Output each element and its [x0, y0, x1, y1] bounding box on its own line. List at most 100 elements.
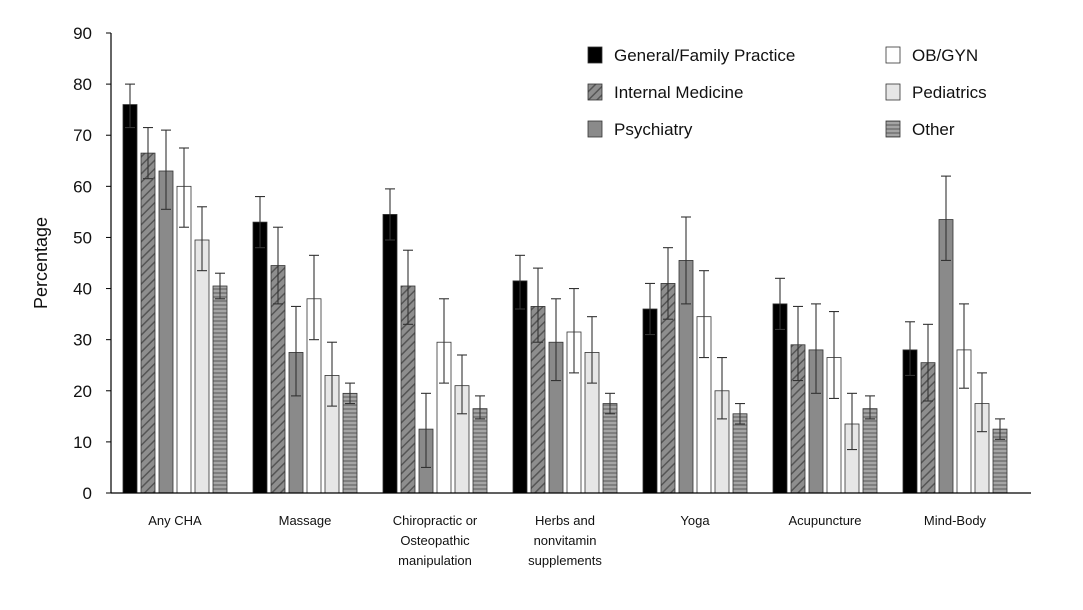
error-bar: [255, 196, 265, 249]
error-bar: [811, 303, 821, 394]
error-bar: [775, 277, 785, 330]
category-label: Chiropractic or Osteopathic manipulation: [393, 513, 478, 568]
error-bar: [959, 303, 969, 389]
bar: [252, 221, 268, 494]
error-bar: [533, 267, 543, 343]
error-bar: [161, 129, 171, 210]
bar: [472, 408, 488, 494]
y-tick-label: 50: [73, 228, 92, 247]
error-bar: [941, 175, 951, 261]
legend-swatch: [885, 120, 901, 138]
legend-item: Internal Medicine: [587, 83, 743, 102]
bar: [732, 413, 748, 494]
y-tick-label: 0: [83, 484, 92, 503]
error-bar: [551, 298, 561, 382]
error-bar: [385, 188, 395, 241]
legend-label: Psychiatry: [614, 120, 693, 139]
error-bar: [587, 316, 597, 384]
error-bar: [457, 354, 467, 415]
category-label: Any CHA: [148, 513, 202, 528]
error-bar: [273, 226, 283, 305]
error-bar: [793, 305, 803, 382]
category-label-line: Chiropractic or: [393, 513, 478, 528]
bar: [512, 280, 528, 494]
category-label-line: Acupuncture: [789, 513, 862, 528]
legend-swatch: [587, 46, 603, 64]
category-label: Herbs and nonvitamin supplements: [528, 513, 602, 568]
error-bar: [515, 254, 525, 310]
bar: [158, 170, 174, 494]
error-bar: [403, 249, 413, 325]
error-bars-layer: [125, 83, 1005, 468]
y-tick-label: 70: [73, 126, 92, 145]
legend-swatch: [587, 120, 603, 138]
category-label: Yoga: [680, 513, 710, 528]
legend: General/Family Practice Internal Medicine…: [587, 46, 987, 139]
error-bar: [197, 206, 207, 272]
category-label: Mind-Body: [924, 513, 987, 528]
bar: [862, 408, 878, 494]
y-tick-label: 40: [73, 280, 92, 299]
category-label-line: nonvitamin: [534, 533, 597, 548]
legend-item: Psychiatry: [587, 120, 693, 139]
error-bar: [143, 127, 153, 180]
category-label-line: Osteopathic: [400, 533, 470, 548]
legend-label: OB/GYN: [912, 46, 978, 65]
category-label-line: Herbs and: [535, 513, 595, 528]
bar: [642, 308, 658, 494]
error-bar: [923, 323, 933, 402]
legend-item: General/Family Practice: [587, 46, 795, 65]
y-tick-label: 60: [73, 177, 92, 196]
y-tick-label: 10: [73, 433, 92, 452]
error-bar: [309, 254, 319, 341]
error-bar: [645, 282, 655, 336]
error-bar: [569, 288, 579, 374]
error-bar: [475, 395, 485, 420]
error-bar: [663, 247, 673, 320]
category-label: Acupuncture: [789, 513, 862, 528]
y-tick-label: 90: [73, 24, 92, 43]
category-label-line: manipulation: [398, 553, 472, 568]
legend-item: Pediatrics: [885, 83, 987, 102]
error-bar: [681, 216, 691, 305]
legend-item: OB/GYN: [885, 46, 978, 65]
error-bar: [829, 311, 839, 399]
legend-swatch: [587, 83, 603, 101]
bar: [212, 285, 228, 494]
error-bar: [345, 382, 355, 405]
bars-layer: [122, 104, 1008, 494]
y-axis-title: Percentage: [31, 217, 51, 309]
error-bar: [847, 392, 857, 451]
bar: [602, 403, 618, 494]
legend-label: Internal Medicine: [614, 83, 743, 102]
category-label-line: supplements: [528, 553, 602, 568]
error-bar: [699, 270, 709, 359]
legend-swatch: [885, 46, 901, 64]
x-axis-labels: Any CHA Massage Chiropractic or Osteopathic…: [148, 513, 986, 568]
error-bar: [125, 83, 135, 129]
bar: [140, 152, 156, 494]
error-bar: [735, 403, 745, 425]
y-tick-label: 80: [73, 75, 92, 94]
category-label-line: Mind-Body: [924, 513, 987, 528]
bar: [342, 392, 358, 494]
error-bar: [179, 147, 189, 228]
error-bar: [905, 321, 915, 376]
legend-label: Pediatrics: [912, 83, 987, 102]
error-bar: [421, 392, 431, 468]
error-bar: [717, 357, 727, 420]
error-bar: [865, 395, 875, 420]
error-bar: [977, 372, 987, 433]
category-label-line: Yoga: [680, 513, 710, 528]
error-bar: [291, 305, 301, 397]
legend-swatch: [885, 83, 901, 101]
bar: [194, 239, 210, 494]
legend-label: General/Family Practice: [614, 46, 795, 65]
category-label: Massage: [279, 513, 332, 528]
error-bar: [995, 418, 1005, 440]
category-label-line: Any CHA: [148, 513, 202, 528]
error-bar: [605, 392, 615, 415]
y-tick-label: 30: [73, 331, 92, 350]
bar: [772, 303, 788, 494]
bar: [382, 214, 398, 494]
